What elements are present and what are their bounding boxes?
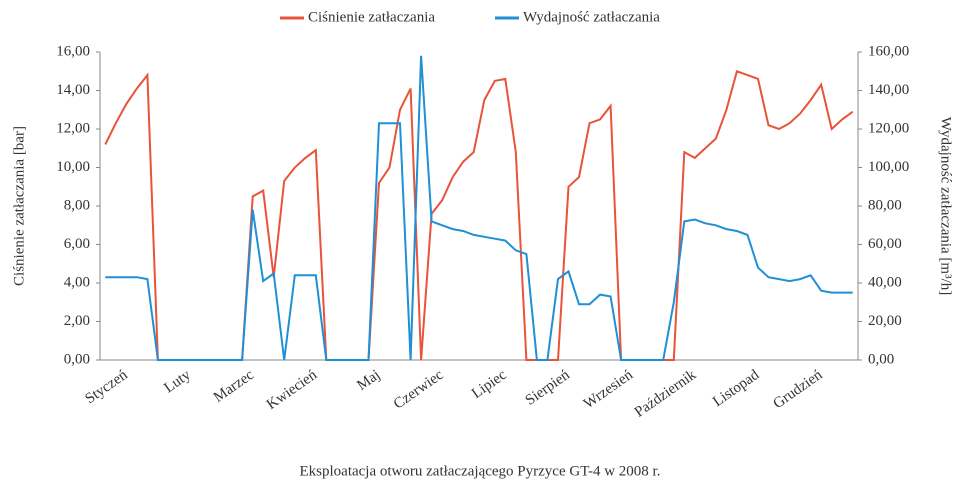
x-tick-label: Grudzień [771,367,826,412]
x-tick-label: Sierpień [523,367,574,409]
y-tick-label: 4,00 [64,274,90,290]
x-axis-title: Eksploatacja otworu zatłaczającego Pyrzy… [300,463,661,479]
y-tick-label: 6,00 [64,236,90,252]
y-axis-title: Ciśnienie zatłaczania [bar] [11,126,27,286]
x-tick-label: Listopad [710,367,763,411]
x-tick-label: Czerwiec [391,367,447,413]
y-tick-label: 14,00 [56,82,90,98]
x-tick-label: Lipiec [469,367,510,402]
series-line [105,55,853,361]
y-tick-label: 2,00 [64,313,90,329]
x-tick-label: Luty [161,367,194,397]
y-tick-label: 8,00 [64,197,90,213]
y2-axis-title: Wydajność zatłaczania [m³/h] [938,117,954,296]
y-tick-label: 16,00 [56,43,90,59]
x-tick-label: Styczeń [83,367,131,408]
y2-tick-label: 140,00 [868,82,909,98]
x-tick-label: Marzec [211,367,257,406]
y2-tick-label: 120,00 [868,120,909,136]
x-tick-label: Kwiecień [264,367,321,413]
y-tick-label: 10,00 [56,159,90,175]
y2-tick-label: 40,00 [868,274,902,290]
series-line [104,69,854,361]
y-tick-label: 0,00 [64,351,90,367]
x-tick-label: Wrzesień [581,367,636,413]
y2-tick-label: 160,00 [868,43,909,59]
legend-label: Ciśnienie zatłaczania [308,9,435,25]
x-tick-label: Październik [632,367,700,421]
y2-tick-label: 20,00 [868,313,902,329]
y-tick-label: 12,00 [56,120,90,136]
y2-tick-label: 0,00 [868,351,894,367]
x-tick-label: Maj [354,367,383,394]
y2-tick-label: 60,00 [868,236,902,252]
legend-label: Wydajność zatłaczania [523,9,660,25]
y2-tick-label: 80,00 [868,197,902,213]
y2-tick-label: 100,00 [868,159,909,175]
